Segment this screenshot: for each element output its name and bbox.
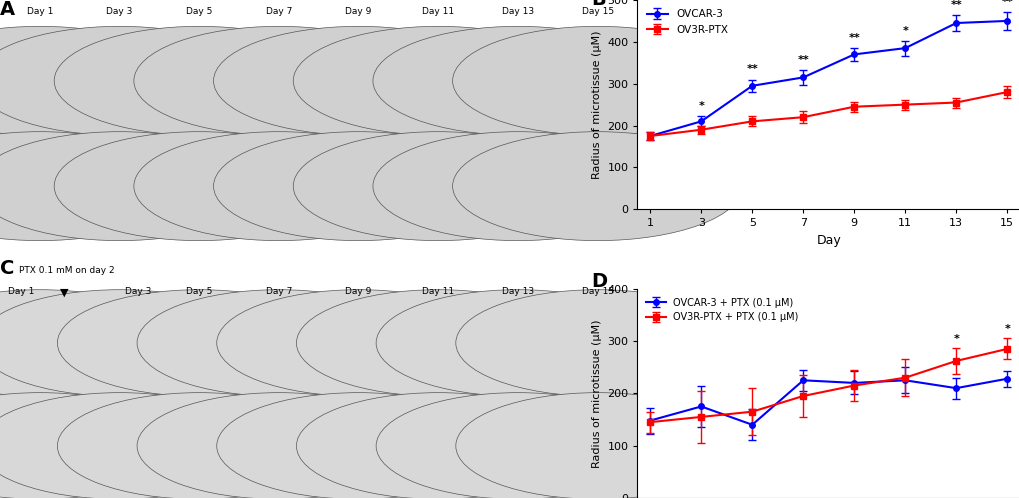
X-axis label: Day: Day — [815, 234, 841, 247]
Legend: OVCAR-3, OV3R-PTX: OVCAR-3, OV3R-PTX — [642, 5, 732, 39]
FancyBboxPatch shape — [373, 26, 662, 135]
Text: Day 3: Day 3 — [125, 287, 152, 296]
FancyBboxPatch shape — [376, 290, 659, 396]
Text: Day 9: Day 9 — [345, 7, 371, 16]
Text: Day 15: Day 15 — [581, 7, 613, 16]
Y-axis label: Radius of microtissue (μM): Radius of microtissue (μM) — [591, 319, 601, 468]
FancyBboxPatch shape — [133, 131, 424, 241]
Text: Day 7: Day 7 — [266, 7, 291, 16]
Text: PTX 0.1 mM on day 2: PTX 0.1 mM on day 2 — [19, 266, 115, 275]
FancyBboxPatch shape — [293, 26, 583, 135]
FancyBboxPatch shape — [57, 290, 340, 396]
Text: D: D — [591, 272, 607, 291]
FancyBboxPatch shape — [452, 131, 742, 241]
FancyBboxPatch shape — [455, 290, 739, 396]
FancyBboxPatch shape — [455, 392, 739, 498]
Text: Day 5: Day 5 — [185, 7, 212, 16]
FancyBboxPatch shape — [216, 290, 500, 396]
FancyBboxPatch shape — [0, 26, 264, 135]
Legend: OVCAR-3 + PTX (0.1 μM), OV3R-PTX + PTX (0.1 μM): OVCAR-3 + PTX (0.1 μM), OV3R-PTX + PTX (… — [642, 294, 802, 326]
FancyBboxPatch shape — [213, 26, 503, 135]
FancyBboxPatch shape — [54, 131, 344, 241]
Text: *: * — [1004, 324, 1009, 334]
FancyBboxPatch shape — [54, 26, 344, 135]
FancyBboxPatch shape — [0, 290, 181, 396]
FancyBboxPatch shape — [0, 131, 264, 241]
Text: *: * — [953, 334, 958, 344]
FancyBboxPatch shape — [376, 392, 659, 498]
Text: *: * — [902, 25, 907, 35]
Text: Day 3: Day 3 — [106, 7, 132, 16]
Text: **: ** — [746, 64, 757, 75]
FancyBboxPatch shape — [133, 26, 424, 135]
Text: Day 11: Day 11 — [422, 287, 453, 296]
Text: B: B — [591, 0, 605, 8]
Text: Day 9: Day 9 — [345, 287, 371, 296]
Text: Day 15: Day 15 — [581, 287, 613, 296]
Text: **: ** — [848, 33, 859, 43]
FancyBboxPatch shape — [0, 131, 184, 241]
FancyBboxPatch shape — [0, 290, 261, 396]
FancyBboxPatch shape — [0, 392, 261, 498]
Text: Day 7: Day 7 — [266, 287, 291, 296]
Text: ▼: ▼ — [59, 287, 68, 297]
FancyBboxPatch shape — [137, 290, 421, 396]
FancyBboxPatch shape — [293, 131, 583, 241]
Text: Day 5: Day 5 — [185, 287, 212, 296]
Y-axis label: Radius of microtissue (μM): Radius of microtissue (μM) — [591, 30, 601, 179]
Text: Day 1: Day 1 — [26, 7, 53, 16]
Text: A: A — [0, 0, 15, 19]
Text: Day 11: Day 11 — [422, 7, 453, 16]
FancyBboxPatch shape — [216, 392, 500, 498]
FancyBboxPatch shape — [452, 26, 742, 135]
FancyBboxPatch shape — [297, 290, 580, 396]
FancyBboxPatch shape — [213, 131, 503, 241]
Text: Day 1: Day 1 — [7, 287, 34, 296]
FancyBboxPatch shape — [0, 26, 184, 135]
Text: Day 13: Day 13 — [501, 287, 534, 296]
Text: **: ** — [797, 55, 808, 65]
Text: **: ** — [1001, 0, 1012, 6]
Text: *: * — [698, 101, 703, 112]
FancyBboxPatch shape — [0, 392, 181, 498]
Text: **: ** — [950, 0, 961, 9]
Text: Day 13: Day 13 — [501, 7, 534, 16]
FancyBboxPatch shape — [57, 392, 340, 498]
FancyBboxPatch shape — [137, 392, 421, 498]
FancyBboxPatch shape — [297, 392, 580, 498]
FancyBboxPatch shape — [373, 131, 662, 241]
Text: C: C — [0, 258, 14, 277]
